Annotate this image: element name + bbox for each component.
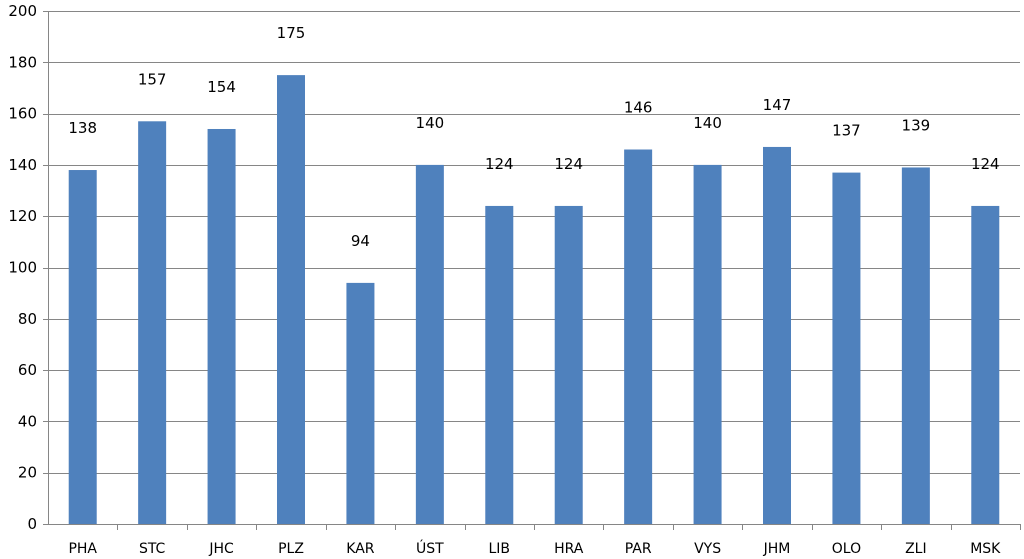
- bar-stc: [138, 121, 167, 525]
- bar-plz: [277, 75, 305, 524]
- data-labels: 138 157 154 175 94 140 124 124 146 140 147 137 139 12…: [68, 24, 999, 250]
- bar-jhc: [207, 128, 236, 525]
- bar-kar: [346, 282, 375, 524]
- bar-pha: [68, 170, 97, 524]
- y-tick-label: 60: [18, 361, 37, 379]
- data-label: 154: [207, 78, 236, 96]
- bar-vys: [693, 164, 722, 524]
- data-label: 147: [763, 96, 792, 114]
- y-tick-label: 180: [8, 53, 37, 71]
- data-label: 138: [68, 119, 97, 137]
- x-tick-label: JHC: [208, 541, 234, 557]
- x-tick-label: STC: [139, 541, 166, 557]
- x-tick-label: ZLI: [905, 541, 927, 557]
- x-tick-label: LIB: [489, 541, 511, 557]
- x-tick-label: ÚST: [416, 539, 444, 557]
- x-tick-label: PAR: [625, 541, 652, 557]
- y-tick-label: 80: [18, 310, 37, 328]
- data-label: 137: [832, 122, 861, 140]
- y-tick-label: 160: [8, 105, 37, 123]
- y-tick-label: 200: [8, 2, 37, 20]
- x-tick-label: PHA: [68, 541, 97, 557]
- data-label: 124: [554, 155, 583, 173]
- x-tick-label: VYS: [694, 541, 721, 557]
- y-tick-label: 120: [8, 207, 37, 225]
- y-tick-label: 140: [8, 156, 37, 174]
- bar-par: [624, 149, 653, 524]
- data-label: 140: [416, 114, 445, 132]
- data-label: 140: [693, 114, 722, 132]
- y-tick-label: 20: [18, 464, 37, 482]
- y-tick-label: 100: [8, 259, 37, 277]
- data-label: 146: [624, 99, 653, 117]
- bars: [68, 75, 1000, 525]
- bar-jhm: [763, 146, 791, 524]
- data-label: 157: [138, 70, 167, 88]
- bar-olo: [832, 172, 861, 524]
- x-tick-label: HRA: [554, 541, 584, 557]
- data-label: 175: [277, 24, 306, 42]
- gridlines: [48, 11, 1020, 474]
- y-axis-ticks: 0 20 40 60 80 100 120 140 160 180 200: [8, 2, 48, 533]
- bar-hra: [554, 205, 583, 524]
- y-tick-label: 40: [18, 412, 37, 430]
- x-tick-label: KAR: [346, 541, 375, 557]
- x-axis-ticks: PHA STC JHC PLZ KAR ÚST LIB HRA PAR VYS JHM OLO ZLI M…: [68, 524, 1021, 557]
- x-tick-label: MSK: [970, 541, 1001, 557]
- data-label: 139: [902, 116, 931, 134]
- bar-zli: [901, 167, 930, 524]
- x-tick-label: JHM: [763, 541, 791, 557]
- bar-lib: [485, 205, 514, 524]
- y-tick-label: 0: [27, 515, 37, 533]
- data-label: 94: [351, 232, 370, 250]
- x-tick-label: PLZ: [278, 541, 304, 557]
- bar-úst: [415, 164, 444, 524]
- data-label: 124: [485, 155, 514, 173]
- bar-msk: [971, 205, 1000, 524]
- data-label: 124: [971, 155, 1000, 173]
- x-tick-label: OLO: [832, 541, 861, 557]
